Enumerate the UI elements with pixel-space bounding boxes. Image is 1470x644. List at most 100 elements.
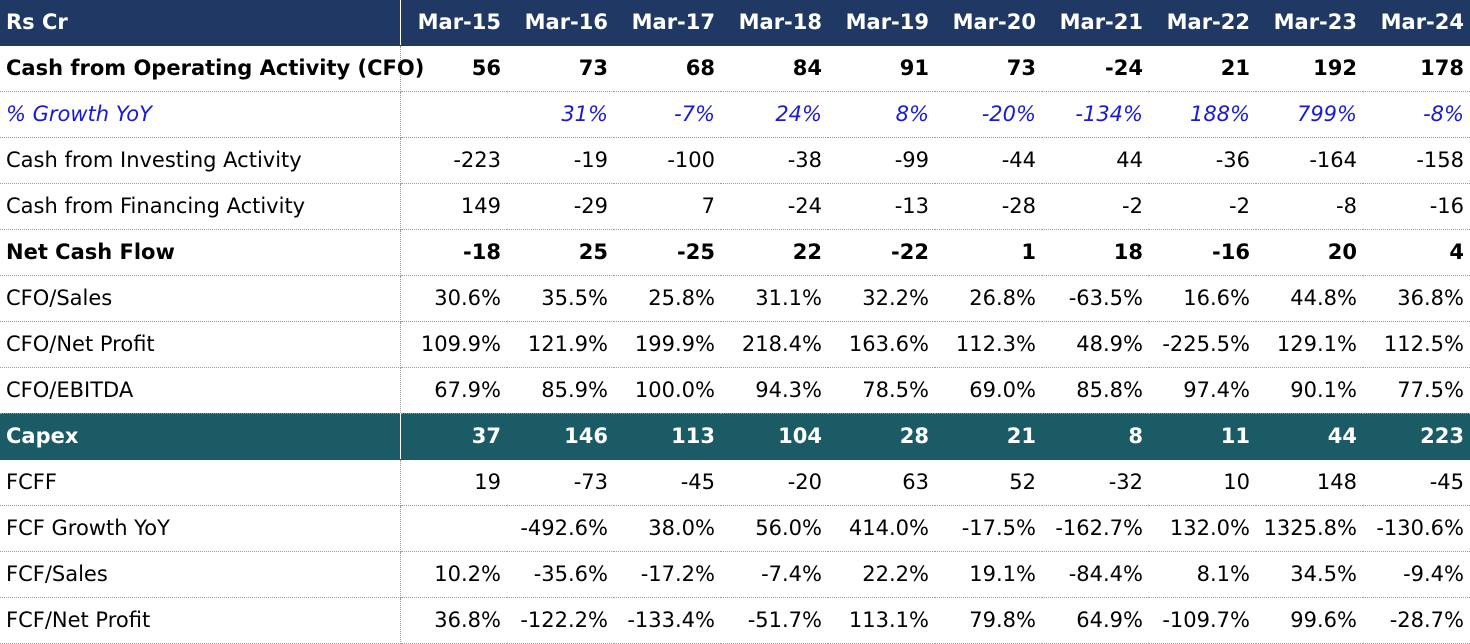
table-cell: 100.0% — [614, 367, 721, 414]
table-cell: 113.1% — [828, 597, 935, 644]
table-cell: -122.2% — [507, 597, 614, 644]
table-cell: 10.2% — [400, 551, 507, 598]
table-cell: 11 — [1149, 413, 1256, 460]
table-cell: -225.5% — [1149, 321, 1256, 368]
table-cell: -45 — [614, 459, 721, 506]
table-cell: -22 — [828, 229, 935, 276]
row-label: Cash from Operating Activity (CFO) — [0, 45, 424, 92]
table-cell: -63.5% — [1042, 275, 1149, 322]
table-cell: 8.1% — [1149, 551, 1256, 598]
table-cell: -45 — [1363, 459, 1470, 506]
table-cell: 178 — [1363, 45, 1470, 92]
year-header: Mar-20 — [935, 0, 1042, 46]
table-cell: -19 — [507, 137, 614, 184]
table-cell: -28 — [935, 183, 1042, 230]
table-cell: 148 — [1256, 459, 1363, 506]
table-cell — [400, 91, 507, 138]
year-header: Mar-18 — [721, 0, 828, 46]
table-cell: -134% — [1042, 91, 1149, 138]
table-cell: 109.9% — [400, 321, 507, 368]
row-label: CFO/Net Profit — [0, 321, 401, 368]
table-cell: -109.7% — [1149, 597, 1256, 644]
table-row-fcf-growth: FCF Growth YoY -492.6% 38.0% 56.0% 414.0… — [0, 505, 1470, 552]
table-cell: 1325.8% — [1256, 505, 1363, 552]
table-cell: 34.5% — [1256, 551, 1363, 598]
table-cell: 63 — [828, 459, 935, 506]
table-cell: 218.4% — [721, 321, 828, 368]
table-cell: 25.8% — [614, 275, 721, 322]
year-header: Mar-19 — [828, 0, 935, 46]
table-cell: 36.8% — [1363, 275, 1470, 322]
table-cell: 21 — [935, 413, 1042, 460]
header-row: Rs Cr Mar-15 Mar-16 Mar-17 Mar-18 Mar-19… — [0, 0, 1470, 46]
table-row-capex: Capex 37 146 113 104 28 21 8 11 44 223 — [0, 413, 1470, 460]
table-cell: 32.2% — [828, 275, 935, 322]
row-label: CFO/Sales — [0, 275, 401, 322]
table-cell: 7 — [614, 183, 721, 230]
table-cell: -8% — [1363, 91, 1470, 138]
table-cell: -25 — [614, 229, 721, 276]
table-cell: 112.3% — [935, 321, 1042, 368]
row-label: Net Cash Flow — [0, 229, 401, 276]
header-unit-label: Rs Cr — [0, 0, 401, 46]
year-header: Mar-17 — [614, 0, 721, 46]
table-cell: 44 — [1042, 137, 1149, 184]
table-cell: -38 — [721, 137, 828, 184]
table-cell: 97.4% — [1149, 367, 1256, 414]
table-cell: -17.2% — [614, 551, 721, 598]
table-cell: 25 — [507, 229, 614, 276]
table-row-cfo: Cash from Operating Activity (CFO) 56 73… — [0, 45, 1470, 92]
table-cell: 56 — [400, 45, 507, 92]
row-label: FCF/Net Profit — [0, 597, 401, 644]
table-cell: -28.7% — [1363, 597, 1470, 644]
table-cell: 48.9% — [1042, 321, 1149, 368]
table-cell: -51.7% — [721, 597, 828, 644]
table-cell: 146 — [507, 413, 614, 460]
table-cell: 20 — [1256, 229, 1363, 276]
row-label: FCF Growth YoY — [0, 505, 401, 552]
table-cell: 8 — [1042, 413, 1149, 460]
year-header: Mar-23 — [1256, 0, 1363, 46]
table-cell: -2 — [1149, 183, 1256, 230]
table-cell: 35.5% — [507, 275, 614, 322]
table-cell: -164 — [1256, 137, 1363, 184]
table-cell: 4 — [1363, 229, 1470, 276]
table-row-cfo-sales: CFO/Sales 30.6% 35.5% 25.8% 31.1% 32.2% … — [0, 275, 1470, 322]
table-cell: 132.0% — [1149, 505, 1256, 552]
table-cell: 90.1% — [1256, 367, 1363, 414]
year-header: Mar-15 — [400, 0, 507, 46]
table-cell: -223 — [400, 137, 507, 184]
table-cell: -492.6% — [507, 505, 614, 552]
year-header: Mar-21 — [1042, 0, 1149, 46]
row-label: FCFF — [0, 459, 401, 506]
table-row-financing: Cash from Financing Activity 149 -29 7 -… — [0, 183, 1470, 230]
table-cell: 94.3% — [721, 367, 828, 414]
table-cell: -20% — [935, 91, 1042, 138]
table-cell: 37 — [400, 413, 507, 460]
table-cell: 84 — [721, 45, 828, 92]
table-row-fcf-sales: FCF/Sales 10.2% -35.6% -17.2% -7.4% 22.2… — [0, 551, 1470, 598]
table-cell: -44 — [935, 137, 1042, 184]
table-cell: 31% — [507, 91, 614, 138]
table-cell: -2 — [1042, 183, 1149, 230]
row-label: FCF/Sales — [0, 551, 401, 598]
table-cell — [400, 505, 507, 552]
table-cell: 104 — [721, 413, 828, 460]
table-cell: 1 — [935, 229, 1042, 276]
table-cell: -7% — [614, 91, 721, 138]
table-cell: 16.6% — [1149, 275, 1256, 322]
table-cell: -84.4% — [1042, 551, 1149, 598]
table-row-net-cash-flow: Net Cash Flow -18 25 -25 22 -22 1 18 -16… — [0, 229, 1470, 276]
table-cell: 36.8% — [400, 597, 507, 644]
year-header: Mar-16 — [507, 0, 614, 46]
table-cell: 22 — [721, 229, 828, 276]
table-cell: -130.6% — [1363, 505, 1470, 552]
table-cell: 68 — [614, 45, 721, 92]
table-row-cfo-net-profit: CFO/Net Profit 109.9% 121.9% 199.9% 218.… — [0, 321, 1470, 368]
table-cell: 10 — [1149, 459, 1256, 506]
table-cell: 19.1% — [935, 551, 1042, 598]
table-cell: 223 — [1363, 413, 1470, 460]
row-label: Cash from Investing Activity — [0, 137, 401, 184]
table-cell: 31.1% — [721, 275, 828, 322]
